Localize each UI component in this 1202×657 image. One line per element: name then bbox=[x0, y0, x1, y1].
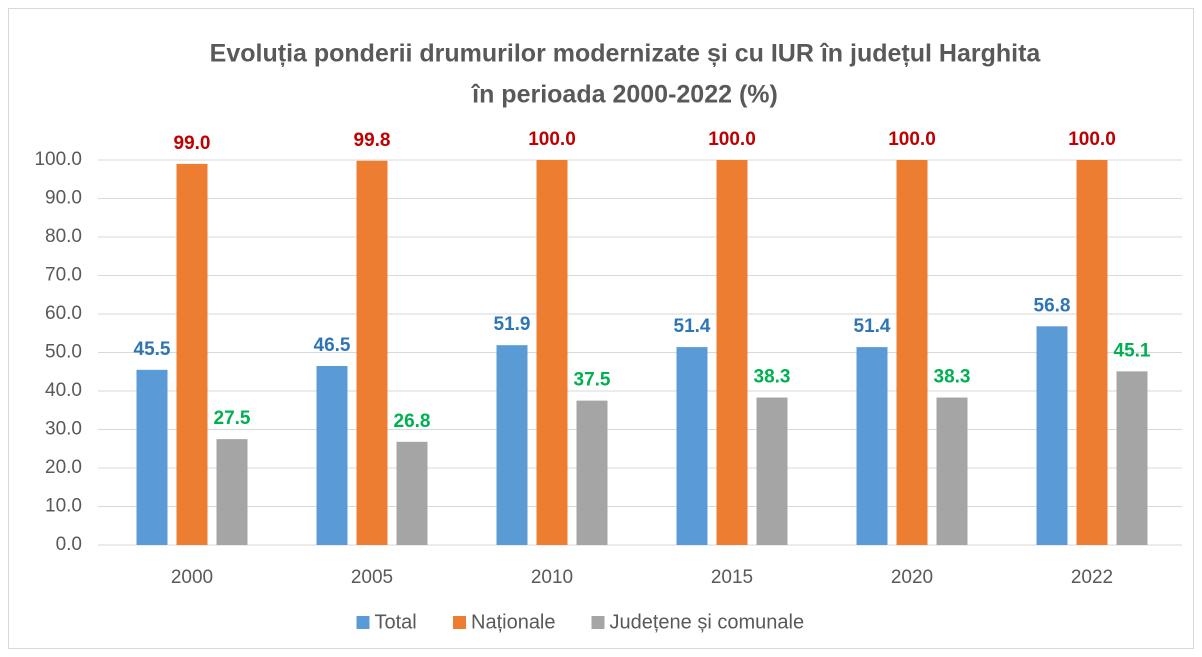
y-tick-label: 30.0 bbox=[45, 419, 82, 440]
x-tick-label: 2010 bbox=[531, 567, 573, 588]
bar bbox=[316, 365, 348, 545]
bar bbox=[496, 345, 528, 545]
data-label: 51.4 bbox=[854, 316, 891, 337]
data-label: 26.8 bbox=[394, 411, 431, 432]
chart-title: în perioada 2000-2022 (%) bbox=[470, 81, 778, 109]
data-label: 46.5 bbox=[314, 335, 351, 356]
legend-swatch bbox=[356, 616, 370, 629]
x-tick-label: 2000 bbox=[171, 567, 213, 588]
bar bbox=[536, 160, 568, 545]
y-tick-label: 100.0 bbox=[34, 149, 82, 170]
x-tick-label: 2020 bbox=[891, 567, 933, 588]
data-label: 51.4 bbox=[674, 316, 711, 337]
data-label: 45.1 bbox=[1114, 340, 1151, 361]
legend-swatch bbox=[453, 616, 466, 629]
x-tick-label: 2005 bbox=[351, 567, 393, 588]
y-tick-label: 0.0 bbox=[56, 534, 82, 555]
data-label: 37.5 bbox=[574, 370, 611, 391]
data-label: 27.5 bbox=[214, 408, 251, 429]
bar bbox=[176, 163, 208, 545]
legend-label: Județene și comunale bbox=[610, 611, 805, 633]
bar bbox=[396, 441, 428, 545]
data-label: 100.0 bbox=[708, 129, 756, 150]
data-label: 56.8 bbox=[1034, 295, 1071, 316]
y-tick-label: 10.0 bbox=[45, 496, 82, 517]
bar bbox=[216, 439, 248, 545]
y-tick-label: 60.0 bbox=[45, 303, 82, 324]
y-tick-label: 80.0 bbox=[45, 226, 82, 247]
bar bbox=[936, 397, 968, 545]
bar bbox=[1076, 160, 1108, 545]
y-tick-label: 20.0 bbox=[45, 457, 82, 478]
bar bbox=[896, 160, 928, 545]
data-label: 45.5 bbox=[134, 339, 171, 360]
bar bbox=[1116, 371, 1148, 545]
y-tick-label: 90.0 bbox=[45, 188, 82, 209]
data-label: 100.0 bbox=[1068, 129, 1116, 150]
legend-label: Naționale bbox=[471, 611, 556, 633]
chart-title: Evoluția ponderii drumurilor modernizate… bbox=[210, 40, 1042, 68]
data-label: 38.3 bbox=[754, 367, 791, 388]
data-label: 99.8 bbox=[354, 130, 391, 151]
data-label: 38.3 bbox=[934, 367, 971, 388]
x-tick-label: 2022 bbox=[1071, 567, 1113, 588]
data-label: 100.0 bbox=[888, 129, 936, 150]
data-label: 100.0 bbox=[528, 129, 576, 150]
data-label: 51.9 bbox=[494, 314, 531, 335]
legend-label: Total bbox=[375, 611, 417, 633]
y-tick-label: 40.0 bbox=[45, 380, 82, 401]
y-tick-label: 70.0 bbox=[45, 265, 82, 286]
bar bbox=[136, 369, 168, 545]
legend-swatch bbox=[591, 616, 605, 629]
bar bbox=[716, 160, 748, 545]
y-tick-label: 50.0 bbox=[45, 342, 82, 363]
data-label: 99.0 bbox=[174, 133, 211, 154]
x-tick-label: 2015 bbox=[711, 567, 753, 588]
bar bbox=[1036, 326, 1068, 545]
bar bbox=[676, 347, 708, 545]
bar bbox=[356, 160, 388, 545]
bar bbox=[576, 400, 608, 545]
bar bbox=[856, 347, 888, 545]
bar bbox=[756, 397, 788, 545]
